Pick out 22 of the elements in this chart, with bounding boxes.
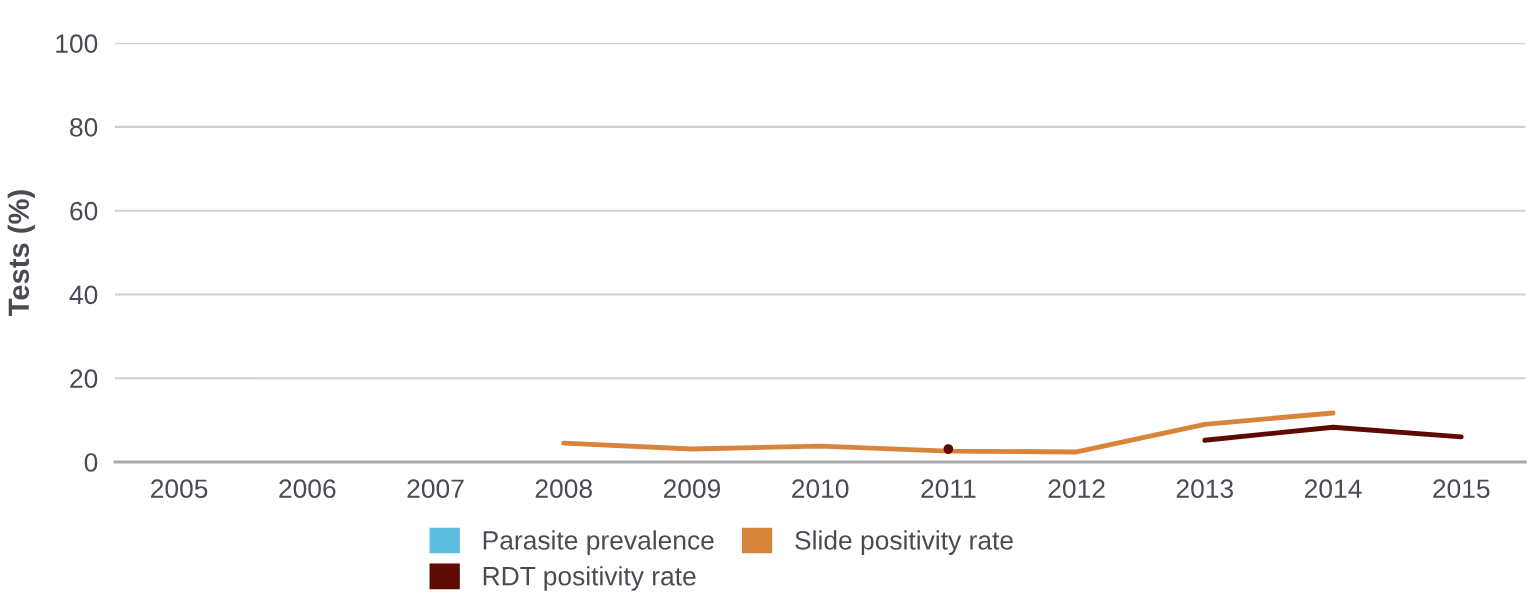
- x-tick-label: 2011: [921, 479, 976, 499]
- legend-label: Parasite prevalence: [483, 530, 714, 555]
- y-tick-label: 100: [56, 34, 98, 53]
- x-tick-label: 2014: [1304, 479, 1362, 499]
- y-tick-label: 80: [70, 118, 98, 137]
- x-tick-label: 2009: [663, 479, 721, 499]
- x-tick-label: 2010: [792, 479, 849, 499]
- y-tick-label: 0: [84, 453, 98, 472]
- x-tick-label: 2007: [407, 479, 464, 499]
- x-tick-label: 2012: [1048, 479, 1105, 499]
- y-tick-label: 40: [69, 285, 98, 305]
- y-tick-label: 60: [70, 201, 98, 221]
- x-tick-label: 2006: [279, 479, 336, 499]
- x-tick-label: 2008: [535, 479, 592, 499]
- line-series: [561, 410, 1336, 455]
- x-tick-label: 2013: [1176, 479, 1233, 499]
- y-axis-title: Tests (%): [7, 190, 35, 316]
- x-tick-label: 2005: [151, 479, 208, 499]
- y-tick-label: 20: [70, 369, 98, 389]
- legend-label: RDT positivity rate: [483, 566, 696, 591]
- legend-label: Slide positivity rate: [795, 530, 1013, 555]
- x-tick-label: 2015: [1433, 479, 1490, 499]
